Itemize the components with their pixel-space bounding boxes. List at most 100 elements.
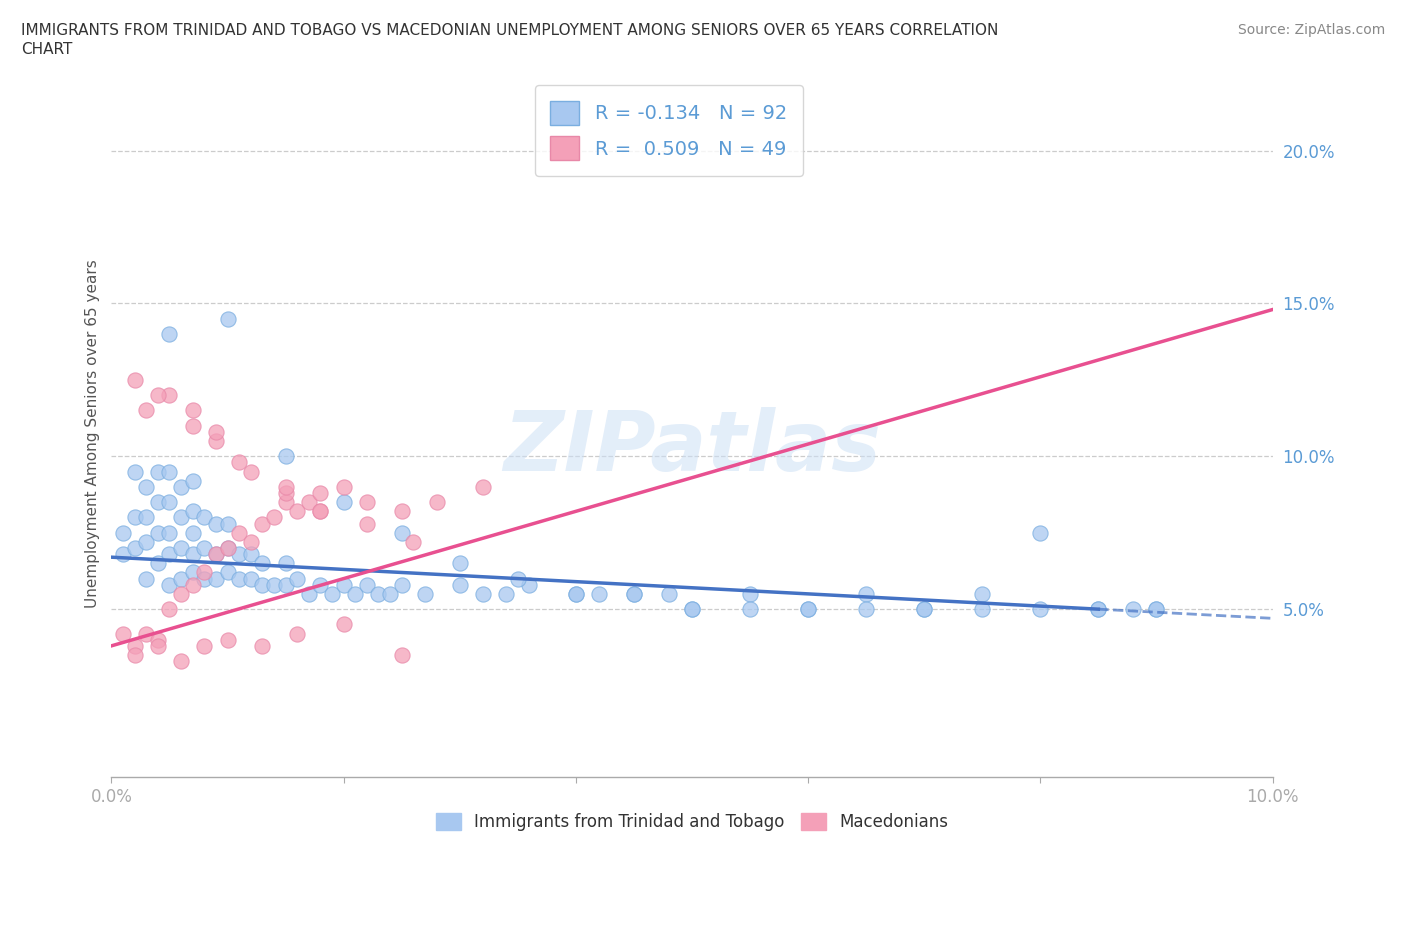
Point — [309, 504, 332, 519]
Point — [217, 312, 239, 326]
Text: ZIPatlas: ZIPatlas — [503, 406, 882, 487]
Point — [124, 540, 146, 555]
Point — [252, 516, 274, 531]
Point — [252, 638, 274, 653]
Point — [658, 587, 681, 602]
Point — [332, 495, 354, 510]
Point — [159, 388, 181, 403]
Point — [332, 480, 354, 495]
Point — [1144, 602, 1167, 617]
Point — [332, 617, 354, 631]
Point — [1029, 602, 1052, 617]
Point — [356, 578, 378, 592]
Point — [193, 540, 215, 555]
Point — [170, 571, 193, 586]
Point — [391, 504, 413, 519]
Point — [124, 464, 146, 479]
Point — [506, 571, 529, 586]
Point — [378, 587, 401, 602]
Point — [855, 587, 877, 602]
Text: IMMIGRANTS FROM TRINIDAD AND TOBAGO VS MACEDONIAN UNEMPLOYMENT AMONG SENIORS OVE: IMMIGRANTS FROM TRINIDAD AND TOBAGO VS M… — [21, 23, 998, 38]
Point — [681, 602, 703, 617]
Point — [263, 578, 285, 592]
Point — [159, 495, 181, 510]
Point — [217, 632, 239, 647]
Point — [181, 504, 204, 519]
Point — [193, 565, 215, 580]
Point — [135, 403, 157, 418]
Text: Source: ZipAtlas.com: Source: ZipAtlas.com — [1237, 23, 1385, 37]
Point — [1144, 602, 1167, 617]
Point — [912, 602, 935, 617]
Point — [738, 587, 761, 602]
Point — [972, 587, 994, 602]
Legend: Immigrants from Trinidad and Tobago, Macedonians: Immigrants from Trinidad and Tobago, Mac… — [429, 806, 955, 838]
Point — [181, 418, 204, 433]
Point — [181, 547, 204, 562]
Point — [193, 571, 215, 586]
Point — [472, 587, 495, 602]
Point — [159, 326, 181, 341]
Point — [159, 525, 181, 540]
Point — [402, 535, 425, 550]
Point — [228, 525, 250, 540]
Point — [623, 587, 645, 602]
Point — [274, 449, 297, 464]
Point — [356, 495, 378, 510]
Point — [228, 455, 250, 470]
Point — [413, 587, 436, 602]
Point — [159, 578, 181, 592]
Point — [252, 556, 274, 571]
Point — [205, 424, 228, 439]
Point — [1122, 602, 1144, 617]
Point — [855, 602, 877, 617]
Point — [124, 638, 146, 653]
Point — [565, 587, 588, 602]
Point — [146, 525, 169, 540]
Point — [274, 480, 297, 495]
Point — [181, 403, 204, 418]
Point — [912, 602, 935, 617]
Point — [1029, 525, 1052, 540]
Point — [285, 504, 308, 519]
Point — [181, 578, 204, 592]
Point — [298, 587, 321, 602]
Point — [135, 510, 157, 525]
Point — [135, 480, 157, 495]
Point — [738, 602, 761, 617]
Point — [472, 480, 495, 495]
Point — [681, 602, 703, 617]
Point — [146, 388, 169, 403]
Point — [298, 495, 321, 510]
Point — [391, 578, 413, 592]
Point — [1087, 602, 1109, 617]
Point — [449, 578, 471, 592]
Point — [217, 516, 239, 531]
Point — [332, 578, 354, 592]
Point — [146, 556, 169, 571]
Point — [159, 464, 181, 479]
Point — [159, 547, 181, 562]
Point — [228, 571, 250, 586]
Point — [425, 495, 447, 510]
Point — [205, 547, 228, 562]
Point — [321, 587, 343, 602]
Point — [135, 626, 157, 641]
Point — [146, 495, 169, 510]
Point — [111, 525, 134, 540]
Point — [146, 638, 169, 653]
Point — [263, 510, 285, 525]
Point — [146, 464, 169, 479]
Point — [309, 578, 332, 592]
Point — [135, 535, 157, 550]
Point — [391, 525, 413, 540]
Point — [111, 547, 134, 562]
Point — [449, 556, 471, 571]
Point — [565, 587, 588, 602]
Point — [124, 510, 146, 525]
Point — [205, 571, 228, 586]
Point — [159, 602, 181, 617]
Point — [170, 480, 193, 495]
Point — [972, 602, 994, 617]
Point — [170, 587, 193, 602]
